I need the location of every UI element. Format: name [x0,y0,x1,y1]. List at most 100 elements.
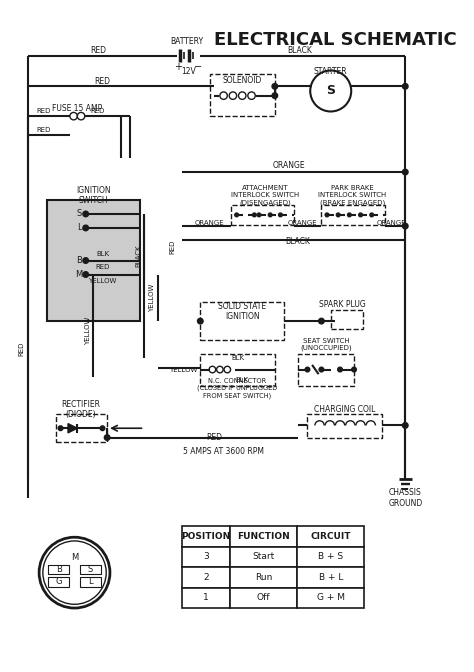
Bar [201,353,275,386]
Text: BLACK: BLACK [135,245,141,267]
Text: RED: RED [18,342,25,356]
Circle shape [83,225,89,230]
Text: FUSE 15 AMP: FUSE 15 AMP [52,104,102,113]
Circle shape [347,213,351,217]
Text: PARK BRAKE
INTERLOCK SWITCH
(BRAKE ENGAGED): PARK BRAKE INTERLOCK SWITCH (BRAKE ENGAG… [318,185,386,206]
Text: CHARGING COIL: CHARGING COIL [314,405,375,414]
Bar [331,310,364,329]
Text: RED: RED [206,433,222,442]
Text: ORANGE: ORANGE [273,161,305,170]
Text: ATTACHMENT
INTERLOCK SWITCH
(DISENGAGED): ATTACHMENT INTERLOCK SWITCH (DISENGAGED) [231,185,300,206]
Circle shape [352,367,356,372]
Bar [201,302,284,340]
Circle shape [325,213,329,217]
Text: RED: RED [94,77,110,86]
Text: G + M: G + M [317,593,345,602]
Text: RED: RED [36,108,51,114]
Bar [48,565,69,575]
Text: RECTIFIER
(DIODE): RECTIFIER (DIODE) [62,400,100,419]
Text: Run: Run [255,573,273,582]
Text: RED: RED [169,239,175,254]
Text: M: M [75,270,83,279]
Text: FUNCTION: FUNCTION [237,532,290,541]
Bar [46,200,140,321]
Text: Off: Off [257,593,270,602]
Circle shape [253,213,256,217]
Text: SOLID STATE
IGNITION: SOLID STATE IGNITION [218,302,266,321]
Circle shape [83,271,89,278]
Text: BLK: BLK [231,355,244,362]
Bar [297,546,364,567]
Bar [182,546,230,567]
Bar [230,546,297,567]
Text: B + S: B + S [318,552,343,561]
Text: SPARK PLUG: SPARK PLUG [319,300,366,309]
Text: YELLOW: YELLOW [84,317,91,345]
Circle shape [402,169,408,175]
Circle shape [337,367,342,372]
Text: YELLOW: YELLOW [88,278,117,284]
Circle shape [359,213,363,217]
Text: BLACK: BLACK [286,237,310,247]
Bar [297,526,364,546]
Text: POSITION: POSITION [181,532,230,541]
Text: YELLOW: YELLOW [149,284,155,312]
Circle shape [272,93,278,98]
Bar [48,577,69,587]
Circle shape [319,367,324,372]
Circle shape [337,213,340,217]
Bar [297,587,364,608]
Text: STARTER: STARTER [314,67,347,76]
Text: B: B [76,256,82,265]
Circle shape [257,213,261,217]
Text: Start: Start [253,552,275,561]
Text: S: S [77,210,82,218]
Bar [182,526,230,546]
Text: S: S [326,85,335,97]
Text: BLK: BLK [236,377,249,383]
Circle shape [370,213,374,217]
Text: B + L: B + L [319,573,343,582]
Circle shape [402,223,408,229]
Bar [230,567,297,587]
Text: BLACK: BLACK [288,46,312,55]
Text: 12V: 12V [181,67,196,76]
Bar [80,565,100,575]
Bar [308,414,382,437]
Circle shape [402,83,408,89]
Bar [297,567,364,587]
Bar [230,587,297,608]
Bar [80,577,100,587]
Circle shape [58,426,63,431]
Bar [182,587,230,608]
Text: CIRCUIT: CIRCUIT [310,532,351,541]
Text: 1: 1 [203,593,209,602]
Text: L: L [88,577,93,587]
Circle shape [319,319,324,324]
Circle shape [268,213,272,217]
Bar [298,353,354,386]
Text: SEAT SWITCH
(UNOCCUPIED): SEAT SWITCH (UNOCCUPIED) [300,337,352,351]
Circle shape [100,426,105,431]
Circle shape [279,213,283,217]
Text: −: − [194,62,202,72]
Text: RED: RED [95,264,109,270]
Text: RED: RED [91,108,105,114]
Text: IGNITION
SWITCH: IGNITION SWITCH [76,185,110,205]
Text: B: B [56,565,62,575]
Text: 3: 3 [203,552,209,561]
Text: +: + [174,62,182,72]
Circle shape [104,435,110,440]
Text: RED: RED [90,46,106,55]
Circle shape [83,258,89,263]
Polygon shape [68,423,77,433]
Text: BATTERY: BATTERY [170,37,203,46]
Circle shape [235,213,238,217]
Circle shape [83,211,89,217]
Text: YELLOW: YELLOW [169,366,198,372]
Text: G: G [55,577,62,587]
Text: CHASSIS
GROUND: CHASSIS GROUND [388,489,422,508]
Circle shape [305,367,310,372]
Circle shape [402,423,408,428]
Text: SOLENOID: SOLENOID [222,76,262,85]
